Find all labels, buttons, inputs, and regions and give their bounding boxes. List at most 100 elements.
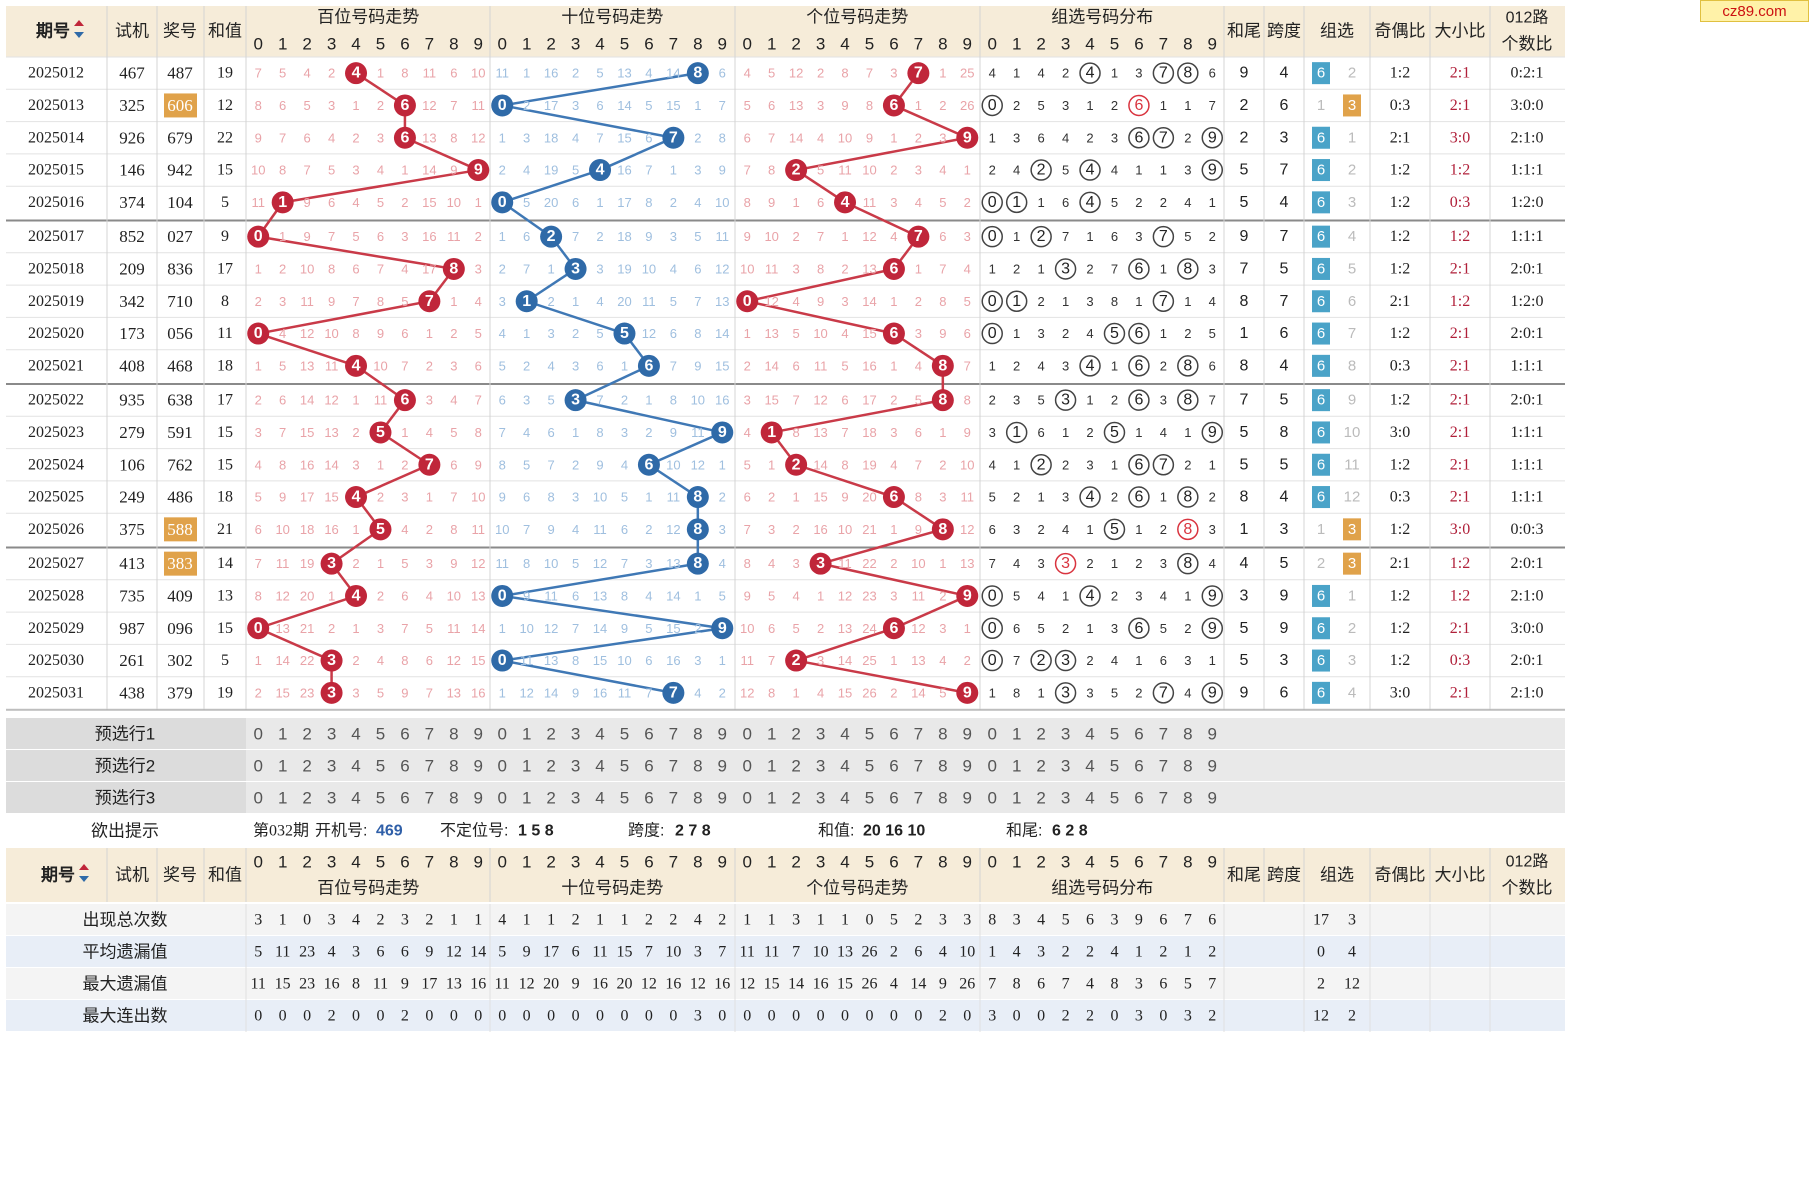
site-badge[interactable]: cz89.com <box>1700 0 1809 22</box>
omit-value: 6 <box>694 261 701 276</box>
group-six-badge <box>1312 191 1330 214</box>
stats-value: 0 <box>743 1008 751 1025</box>
drawn-ball <box>491 191 514 214</box>
stats-row-bg <box>6 936 1565 967</box>
omit-value: 2 <box>1160 522 1167 537</box>
omit-value: 1 <box>1111 358 1118 373</box>
stats-value: 6 <box>1159 976 1167 993</box>
omit-value: 9 <box>817 294 824 309</box>
stats-value: 16 <box>665 976 681 993</box>
odd-even-cell: 1:2 <box>1390 392 1410 409</box>
preselect-digit: 1 <box>767 725 776 744</box>
test-cell: 342 <box>119 292 145 311</box>
span-cell: 6 <box>1280 684 1289 701</box>
stats-group-three: 2 <box>1348 1008 1356 1025</box>
omit-value: 3 <box>1184 653 1191 668</box>
odd-even-cell: 3:0 <box>1390 684 1410 701</box>
omit-value: 12 <box>838 588 852 603</box>
trend-line <box>746 267 895 303</box>
drawn-ball <box>369 421 392 444</box>
omit-value: 4 <box>989 457 996 472</box>
omit-value: 3 <box>352 457 359 472</box>
omit-value: 25 <box>862 653 876 668</box>
sum-tail-cell: 5 <box>1240 162 1249 179</box>
stats-value: 0 <box>768 1008 776 1025</box>
omit-value: 1 <box>1013 457 1020 472</box>
stats-value: 4 <box>1037 912 1045 929</box>
omit-value: 8 <box>279 163 286 178</box>
stats-value: 15 <box>616 944 632 961</box>
ball-digit: 1 <box>522 293 531 310</box>
omit-value: 12 <box>691 457 705 472</box>
footer-header-digit: 1 <box>1012 853 1021 872</box>
drawn-ball <box>956 126 979 149</box>
group-digit: 6 <box>1134 392 1143 409</box>
ball-digit: 5 <box>376 521 385 538</box>
omit-value: 9 <box>841 490 848 505</box>
omit-value: 16 <box>813 522 827 537</box>
omit-value: 1 <box>377 457 384 472</box>
trend-line <box>893 594 968 630</box>
stats-group-six: 0 <box>1317 944 1325 961</box>
omit-value: 11 <box>447 621 461 636</box>
omit-value: 6 <box>499 393 506 408</box>
drawn-ball <box>393 389 416 412</box>
omit-value: 2 <box>1135 685 1142 700</box>
omit-value: 13 <box>666 556 680 571</box>
omit-value: 5 <box>768 588 775 603</box>
omit-value: 2 <box>1160 195 1167 210</box>
omit-value: 2 <box>621 393 628 408</box>
stats-value: 6 <box>376 944 384 961</box>
group-ball <box>1177 518 1199 541</box>
omit-value: 8 <box>401 66 408 81</box>
footer-header-digit: 5 <box>865 853 874 872</box>
ball-digit: 6 <box>400 97 409 114</box>
omit-value: 5 <box>255 490 262 505</box>
omit-value: 3 <box>572 490 579 505</box>
omit-value: 14 <box>789 130 803 145</box>
omit-value: 8 <box>964 393 971 408</box>
header-test: 试机 <box>115 22 149 41</box>
omit-value: 4 <box>915 195 922 210</box>
footer-header-digit: 6 <box>1134 853 1143 872</box>
omit-value: 5 <box>1209 326 1216 341</box>
omit-value: 5 <box>1062 163 1069 178</box>
footer-header-digit: 4 <box>595 853 604 872</box>
group-digit: 3 <box>1061 652 1070 669</box>
group-ball <box>1128 486 1150 508</box>
drawn-ball <box>393 94 416 117</box>
header-big-small: 大小比 <box>1435 22 1486 41</box>
omit-value: 4 <box>255 457 262 472</box>
sum-cell: 5 <box>221 652 229 669</box>
group-three-cell: 11 <box>1344 456 1360 473</box>
footer-header-digit: 3 <box>816 853 825 872</box>
omit-value: 21 <box>300 621 314 636</box>
group-ball <box>1079 191 1101 214</box>
group-ball <box>1079 486 1101 508</box>
omit-value: 5 <box>523 457 530 472</box>
group-six-badge <box>1312 649 1330 672</box>
group-digit: 2 <box>1037 456 1046 473</box>
drawn-ball <box>882 94 905 117</box>
omit-value: 12 <box>447 653 461 668</box>
stats-value: 2 <box>376 912 384 929</box>
sum-cell: 13 <box>217 587 233 604</box>
stats-value: 16 <box>714 976 730 993</box>
group-three-cell: 6 <box>1348 293 1356 310</box>
stats-value: 1 <box>620 912 628 929</box>
stats-value: 0 <box>817 1008 825 1025</box>
omit-value: 3 <box>939 621 946 636</box>
omit-value: 7 <box>328 229 335 244</box>
group-six-cell: 6 <box>1317 65 1325 82</box>
ball-digit: 5 <box>376 424 385 441</box>
omit-value: 1 <box>1209 195 1216 210</box>
ball-digit: 0 <box>254 325 263 342</box>
omit-value: 4 <box>1184 195 1191 210</box>
omit-value: 10 <box>519 621 533 636</box>
span-cell: 6 <box>1280 97 1289 114</box>
omit-value: 19 <box>544 163 558 178</box>
omit-value: 2 <box>572 326 579 341</box>
sum-tail-cell: 9 <box>1240 684 1249 701</box>
omit-value: 6 <box>645 130 652 145</box>
preselect-digit: 8 <box>938 757 947 776</box>
